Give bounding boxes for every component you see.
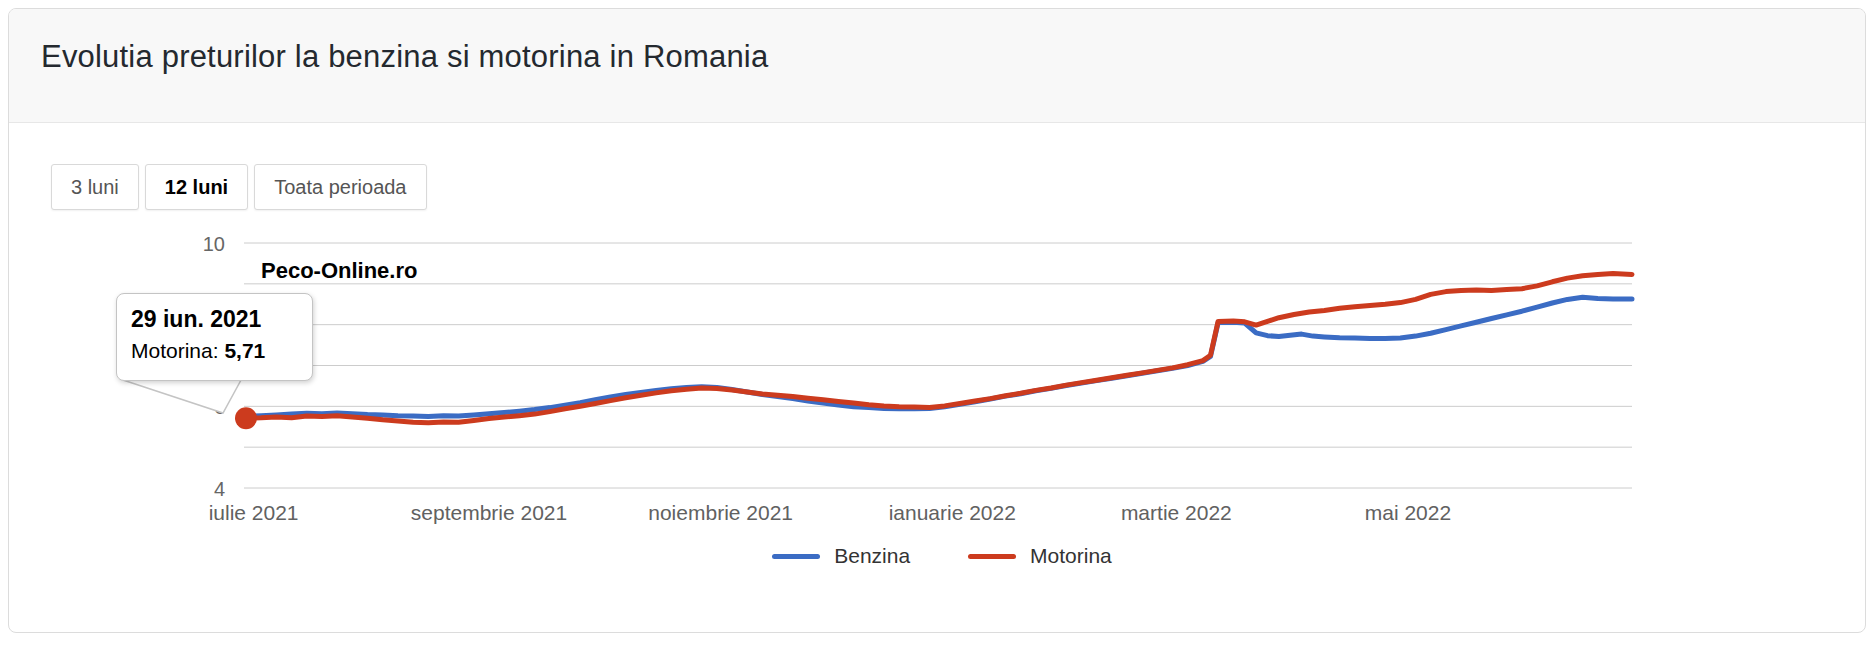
y-axis-label: 4 bbox=[214, 478, 225, 500]
legend-item-benzina[interactable]: Benzina bbox=[772, 544, 910, 568]
legend-label: Benzina bbox=[834, 544, 910, 568]
benzina-line[interactable] bbox=[246, 297, 1632, 416]
tooltip-series-value: 5,71 bbox=[224, 339, 265, 362]
tooltip-pointer bbox=[123, 380, 241, 413]
x-axis-label: mai 2022 bbox=[1365, 501, 1451, 524]
chart-tooltip: 29 iun. 2021 Motorina: 5,71 bbox=[116, 293, 313, 381]
legend-item-motorina[interactable]: Motorina bbox=[968, 544, 1112, 568]
motorina-legend-swatch-icon bbox=[968, 554, 1016, 559]
x-axis-label: martie 2022 bbox=[1121, 501, 1232, 524]
page: Evolutia preturilor la benzina si motori… bbox=[0, 0, 1874, 650]
x-axis-label: septembrie 2021 bbox=[411, 501, 567, 524]
chart-card: Evolutia preturilor la benzina si motori… bbox=[8, 8, 1866, 633]
y-axis-label: 10 bbox=[203, 233, 225, 255]
chart-legend: Benzina Motorina bbox=[244, 541, 1640, 571]
legend-label: Motorina bbox=[1030, 544, 1112, 568]
x-axis-label: iulie 2021 bbox=[209, 501, 299, 524]
tooltip-date: 29 iun. 2021 bbox=[131, 304, 298, 335]
benzina-legend-swatch-icon bbox=[772, 554, 820, 559]
motorina-line[interactable] bbox=[246, 274, 1632, 423]
tooltip-value: Motorina: 5,71 bbox=[131, 335, 298, 366]
tooltip-series-name: Motorina: bbox=[131, 339, 224, 362]
watermark: Peco-Online.ro bbox=[261, 258, 417, 284]
highlighted-point[interactable] bbox=[235, 407, 257, 429]
x-axis-label: noiembrie 2021 bbox=[648, 501, 793, 524]
x-axis-label: ianuarie 2022 bbox=[889, 501, 1016, 524]
